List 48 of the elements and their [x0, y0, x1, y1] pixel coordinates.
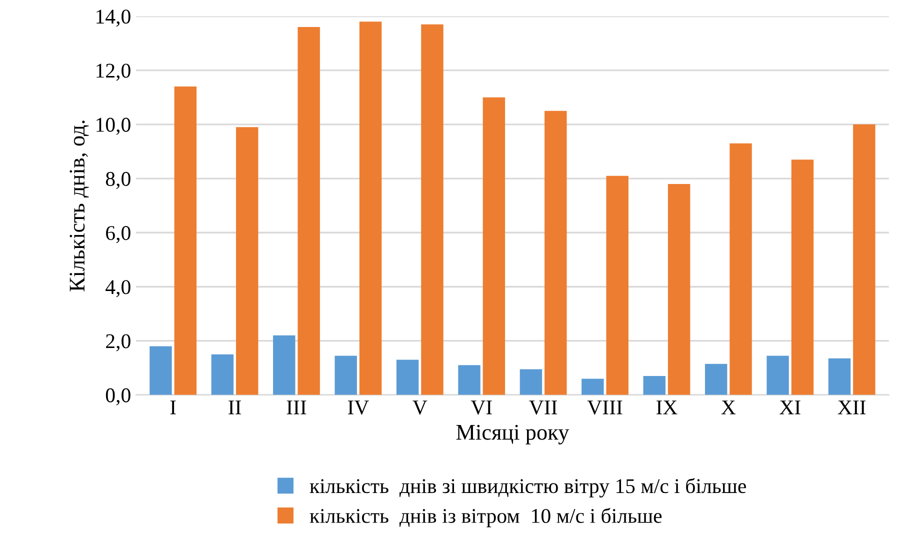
x-tick-label: X: [721, 400, 736, 414]
bar: [520, 369, 542, 395]
y-tick-label: 14,0: [96, 10, 130, 27]
legend-label: кількість днів із вітром 10 м/с і більше: [310, 508, 662, 528]
x-tick-label: XI: [780, 400, 800, 414]
y-tick-label: 6,0: [106, 226, 130, 244]
x-tick-label: IX: [656, 400, 678, 414]
legend-label: кількість днів зі швидкістю вітру 15 м/с і більше: [310, 478, 746, 498]
y-tick-label: 2,0: [106, 334, 130, 352]
bar: [174, 86, 197, 395]
bar: [482, 97, 506, 395]
bar: [236, 127, 258, 395]
bar: [359, 22, 382, 395]
bar: [730, 143, 752, 395]
bar: [544, 110, 567, 395]
bar: [298, 27, 320, 395]
y-tick-label: 12,0: [96, 64, 130, 81]
x-tick-label: I: [170, 400, 176, 414]
bar: [396, 360, 419, 395]
bar: [458, 365, 480, 395]
x-tick-label: VII: [529, 400, 558, 415]
bar: [828, 358, 851, 395]
y-tick-label: 0,0: [106, 388, 130, 406]
bar: [766, 356, 789, 395]
bar: [150, 346, 172, 395]
x-tick-label: XII: [838, 400, 866, 414]
x-tick-label: VIII: [587, 400, 622, 415]
bar: [853, 124, 876, 395]
bar: [643, 376, 666, 395]
bar: [273, 335, 296, 395]
bar: [704, 364, 728, 395]
y-tick-label: 10,0: [96, 118, 130, 135]
x-tick-label: VI: [470, 400, 492, 415]
x-tick-label: III: [286, 400, 306, 414]
bar: [791, 160, 814, 395]
x-axis-title: Місяці року: [456, 424, 570, 444]
bar: [421, 24, 444, 395]
y-tick-label: 4,0: [106, 280, 130, 298]
bar: [668, 184, 690, 395]
bar: [211, 354, 234, 395]
x-tick-label: IV: [348, 400, 369, 415]
y-axis-title: Кількість днів, од.: [70, 120, 89, 292]
bar: [606, 176, 628, 395]
bar: [582, 378, 604, 395]
bar: [334, 356, 357, 395]
x-tick-label: V: [412, 400, 428, 415]
x-tick-label: II: [228, 400, 241, 414]
y-tick-label: 8,0: [106, 172, 130, 189]
